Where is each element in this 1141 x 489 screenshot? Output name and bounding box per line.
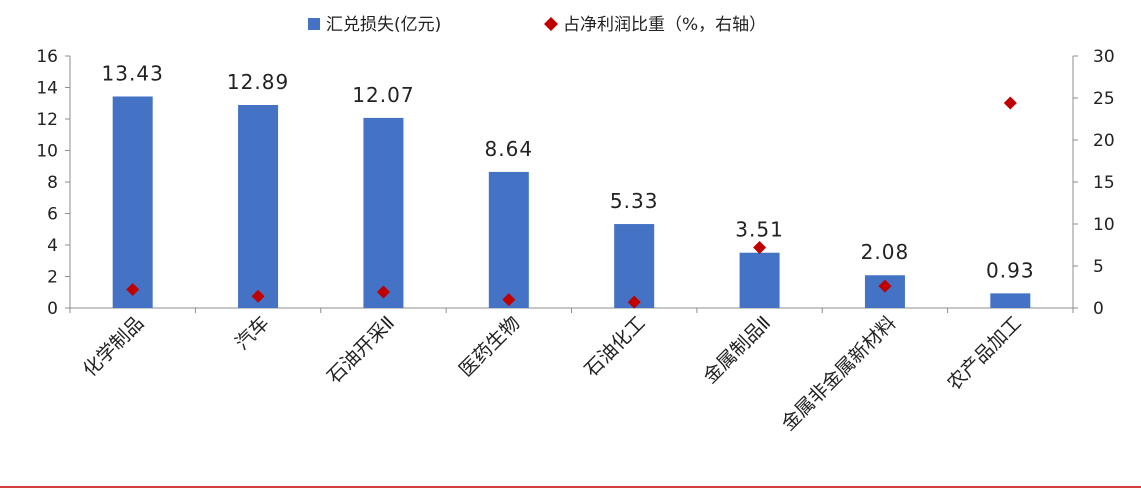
y-tick-label: 16	[36, 47, 58, 67]
y-tick-label: 12	[36, 110, 58, 130]
x-category-label: 石油开采Ⅱ	[323, 312, 399, 388]
bar	[614, 224, 655, 308]
ratio-point	[126, 283, 140, 297]
bar-value-label: 5.33	[610, 189, 659, 213]
bar-value-label: 0.93	[986, 258, 1035, 282]
x-category-label: 石油化工	[580, 312, 649, 381]
bar	[238, 104, 279, 308]
x-category-label: 汽车	[231, 312, 273, 354]
y-tick-label: 4	[47, 236, 58, 256]
legend-label-bars: 汇兑损失(亿元)	[326, 15, 441, 35]
bar	[112, 96, 153, 308]
y-tick-label: 10	[36, 142, 58, 162]
bar	[739, 252, 780, 308]
bar-value-label: 12.89	[227, 70, 289, 94]
y2-tick-label: 10	[1093, 215, 1115, 235]
legend-swatch-ratio	[544, 17, 558, 31]
bar-value-label: 12.07	[352, 83, 414, 107]
y-tick-label: 6	[47, 205, 58, 225]
y2-tick-label: 15	[1093, 173, 1115, 193]
y-tick-label: 8	[47, 173, 58, 193]
legend-label-ratio: 占净利润比重（%，右轴）	[563, 15, 766, 35]
y-tick-label: 0	[47, 299, 58, 319]
bar-value-label: 13.43	[102, 61, 164, 85]
x-category-label: 金属制品Ⅱ	[699, 312, 775, 388]
ratio-point	[627, 295, 641, 309]
x-category-label: 医药生物	[455, 312, 524, 381]
y2-tick-label: 30	[1093, 47, 1115, 67]
ratio-point	[502, 293, 516, 307]
y-tick-label: 14	[36, 79, 58, 99]
ratio-point	[878, 279, 892, 293]
legend-swatch-bars	[308, 18, 320, 30]
y2-tick-label: 20	[1093, 131, 1115, 151]
bar	[990, 293, 1031, 308]
y-tick-label: 2	[47, 268, 58, 288]
bar	[363, 117, 404, 309]
x-category-label: 化学制品	[79, 312, 148, 381]
ratio-point	[753, 241, 767, 255]
y2-tick-label: 5	[1093, 257, 1104, 277]
x-category-label: 金属非金属新材料	[777, 312, 900, 435]
x-category-label: 农产品加工	[943, 312, 1026, 395]
y2-tick-label: 25	[1093, 89, 1115, 109]
bar-value-label: 2.08	[861, 240, 910, 264]
bar-value-label: 8.64	[485, 137, 534, 161]
bar-value-label: 3.51	[735, 218, 784, 242]
ratio-point	[251, 289, 265, 303]
ratio-point	[1003, 96, 1017, 110]
y2-tick-label: 0	[1093, 299, 1104, 319]
ratio-point	[376, 285, 390, 299]
bar	[488, 171, 529, 308]
